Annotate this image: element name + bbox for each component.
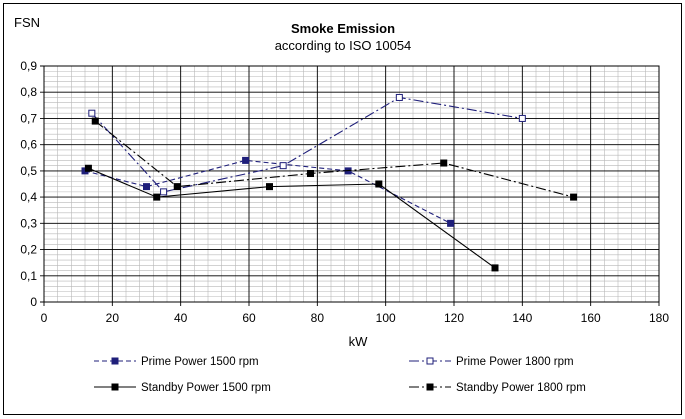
data-point-marker	[447, 219, 455, 227]
x-tick-label: 20	[106, 311, 120, 325]
y-tick-label: 0,5	[20, 164, 37, 178]
chart-title: Smoke Emission	[291, 21, 395, 36]
chart-frame: 0 20 40 60 80 100 120 140 160 180 0 0,1 0,2 0,3 0,4 0,5…	[3, 3, 682, 415]
legend-label: Prime Power 1800 rpm	[456, 356, 574, 368]
data-point-marker	[160, 188, 168, 196]
chart-subtitle: according to ISO 10054	[275, 38, 412, 53]
smoke-emission-chart: 0 20 40 60 80 100 120 140 160 180 0 0,1 0,2 0,3 0,4 0,5…	[14, 15, 669, 394]
legend-item: Prime Power 1500 rpm	[94, 356, 259, 368]
data-point-marker	[173, 183, 181, 191]
series-line	[91, 96, 523, 193]
legend-item: Standby Power 1500 rpm	[94, 382, 271, 394]
data-point-marker	[266, 183, 273, 191]
legend-label: Standby Power 1500 rpm	[141, 382, 271, 394]
data-point-marker	[91, 117, 99, 125]
y-tick-label: 0,1	[20, 269, 37, 283]
data-point-marker	[153, 193, 161, 201]
x-tick-label: 180	[649, 311, 669, 325]
legend-swatch-marker	[111, 383, 119, 391]
data-point-marker	[84, 164, 92, 172]
x-tick-label: 80	[311, 311, 325, 325]
series-3	[84, 164, 499, 272]
y-tick-label: 0,9	[20, 59, 37, 73]
legend-swatch-marker	[426, 357, 434, 365]
data-point-marker	[375, 180, 383, 188]
y-tick-label: 0	[30, 295, 37, 309]
series-2	[88, 93, 526, 196]
series-4	[91, 117, 578, 201]
x-axis-label: kW	[349, 334, 369, 349]
x-tick-label: 0	[41, 311, 48, 325]
axis-tick-labels: 0 20 40 60 80 100 120 140 160 180 0 0,1 0,2 0,3 0,4 0,5…	[20, 59, 669, 325]
legend-item: Prime Power 1800 rpm	[409, 356, 574, 368]
y-tick-label: 0,3	[20, 216, 37, 230]
x-tick-label: 60	[242, 311, 256, 325]
legend-label: Standby Power 1800 rpm	[456, 382, 586, 394]
x-tick-label: 160	[581, 311, 601, 325]
data-point-marker	[279, 162, 287, 170]
x-tick-label: 120	[444, 311, 464, 325]
plot-area-border	[43, 65, 660, 303]
major-gridlines	[40, 65, 660, 306]
y-tick-label: 0,4	[20, 190, 37, 204]
y-tick-label: 0,2	[20, 243, 37, 257]
x-tick-label: 40	[174, 311, 188, 325]
data-point-marker	[570, 193, 578, 201]
series-layer	[81, 93, 578, 272]
y-axis-label: FSN	[14, 15, 40, 30]
data-point-marker	[518, 114, 526, 122]
x-tick-label: 140	[512, 311, 532, 325]
legend: Prime Power 1500 rpm Prime Power 1800 rpm…	[94, 356, 586, 394]
data-point-marker	[143, 183, 150, 191]
data-point-marker	[440, 159, 448, 167]
y-tick-label: 0,8	[20, 85, 37, 99]
data-point-marker	[395, 93, 403, 101]
x-tick-label: 100	[376, 311, 396, 325]
series-line	[84, 159, 451, 224]
legend-label: Prime Power 1500 rpm	[141, 356, 259, 368]
y-tick-label: 0,7	[20, 111, 37, 125]
legend-swatch-marker	[426, 383, 434, 391]
data-point-marker	[88, 109, 96, 117]
y-tick-label: 0,6	[20, 138, 37, 152]
data-point-marker	[491, 264, 499, 272]
data-point-marker	[307, 170, 314, 178]
legend-item: Standby Power 1800 rpm	[409, 382, 586, 394]
data-point-marker	[242, 156, 250, 164]
legend-swatch-marker	[111, 357, 119, 365]
